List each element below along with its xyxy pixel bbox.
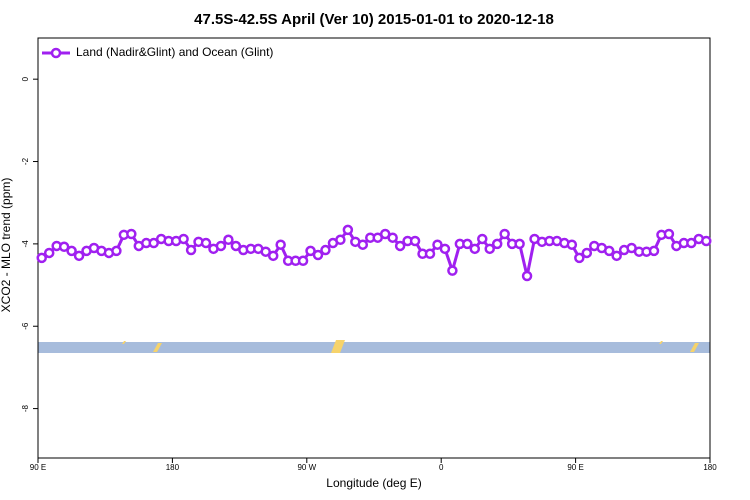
- x-tick-label: 90 E: [30, 463, 46, 472]
- point: [260, 246, 271, 257]
- x-tick-label: 90 W: [297, 463, 316, 472]
- point: [312, 249, 324, 261]
- point: [566, 239, 578, 250]
- point: [43, 247, 55, 259]
- chart-title: 47.5S-42.5S April (Ver 10) 2015-01-01 to…: [194, 11, 554, 28]
- point: [36, 252, 47, 264]
- y-axis-label: XCO2 - MLO trend (ppm): [0, 178, 13, 313]
- y-tick-label: -6: [21, 322, 30, 330]
- point: [701, 235, 712, 247]
- point: [663, 228, 675, 240]
- point: [178, 233, 189, 245]
- point: [305, 245, 316, 257]
- point: [603, 245, 615, 257]
- point: [521, 270, 533, 282]
- point: [439, 243, 451, 255]
- point: [185, 244, 197, 256]
- x-tick-label: 90 E: [567, 463, 583, 472]
- point: [335, 234, 346, 246]
- x-tick-label: 0: [439, 463, 444, 472]
- point: [387, 232, 398, 243]
- point: [200, 237, 212, 249]
- x-tick-label: 180: [166, 463, 180, 472]
- point: [424, 248, 436, 260]
- plot-frame: [37, 37, 711, 459]
- point: [432, 239, 443, 250]
- point: [215, 240, 227, 252]
- point: [297, 255, 309, 267]
- y-tick-label: -2: [21, 157, 30, 165]
- point: [469, 243, 481, 255]
- point: [581, 247, 593, 259]
- point: [223, 234, 234, 246]
- point: [58, 241, 70, 253]
- point: [477, 233, 488, 245]
- point: [275, 239, 286, 250]
- surface-band: [38, 342, 710, 353]
- x-axis-label: Longitude (deg E): [326, 476, 421, 490]
- point: [267, 250, 279, 262]
- y-tick-label: 0: [21, 76, 30, 81]
- point: [499, 228, 510, 240]
- point: [611, 250, 622, 262]
- legend-marker: [50, 47, 62, 59]
- point: [484, 243, 495, 255]
- point: [394, 240, 406, 252]
- point: [409, 235, 421, 247]
- point: [686, 237, 697, 249]
- point: [648, 245, 660, 257]
- point: [514, 238, 525, 250]
- point: [230, 240, 242, 252]
- point: [320, 244, 331, 256]
- point: [447, 265, 458, 276]
- point: [111, 245, 122, 257]
- y-tick-label: -4: [21, 240, 30, 248]
- point: [357, 239, 369, 250]
- point: [574, 252, 585, 264]
- point: [126, 228, 137, 240]
- point: [73, 250, 85, 262]
- legend-label: Land (Nadir&Glint) and Ocean (Glint): [76, 45, 273, 59]
- y-tick-label: -8: [21, 404, 30, 412]
- point: [342, 224, 354, 236]
- point: [491, 238, 503, 250]
- point: [148, 237, 159, 249]
- point: [462, 238, 473, 250]
- point: [66, 245, 77, 257]
- x-tick-label: 180: [703, 463, 717, 472]
